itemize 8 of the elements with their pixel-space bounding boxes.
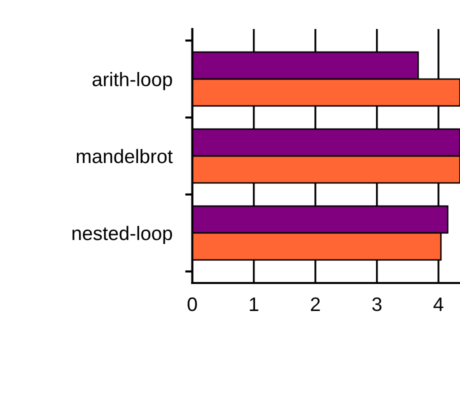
x-tick-label: 2 [310, 297, 320, 311]
y-tick-label: mandelbrot [76, 148, 173, 164]
y-tick-label: arith-loop [92, 72, 172, 90]
x-tick-label: 4 [434, 298, 444, 311]
x-tick-label: 1 [250, 298, 258, 311]
y-tick-label: nested-loop [72, 226, 172, 244]
x-tick-label: 3 [372, 297, 382, 312]
x-tick-label: 0 [188, 297, 197, 312]
